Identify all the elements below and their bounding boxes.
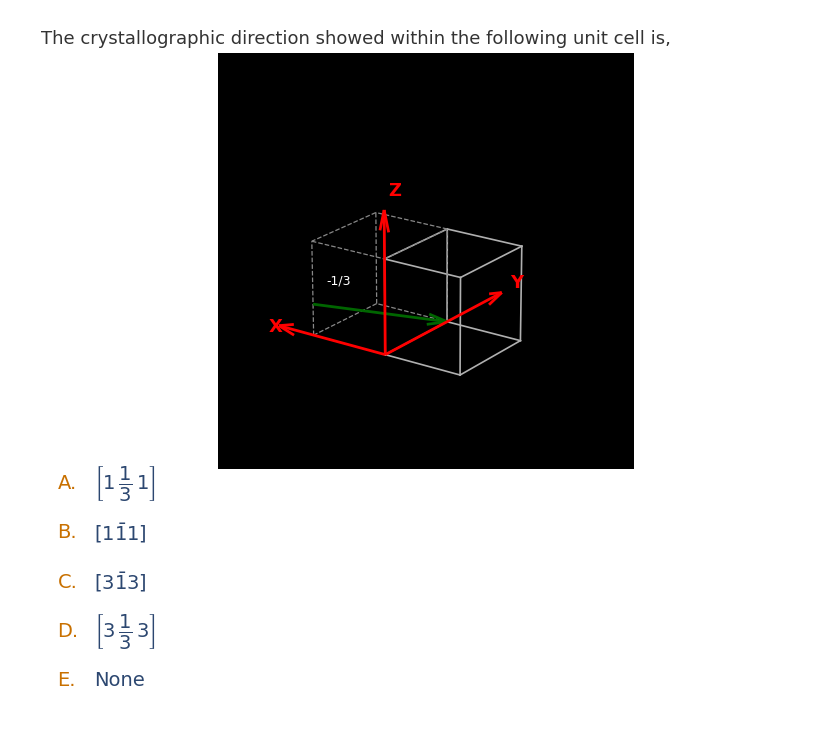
- Text: A.: A.: [57, 474, 76, 494]
- Text: $\left[3\,\dfrac{1}{3}\,3\right]$: $\left[3\,\dfrac{1}{3}\,3\right]$: [94, 612, 156, 651]
- Text: C.: C.: [57, 572, 77, 592]
- Text: D.: D.: [57, 621, 79, 641]
- Text: B.: B.: [57, 523, 77, 543]
- Text: $\left[3\bar{1}3\right]$: $\left[3\bar{1}3\right]$: [94, 570, 147, 594]
- Text: The crystallographic direction showed within the following unit cell is,: The crystallographic direction showed wi…: [41, 30, 670, 48]
- Text: $\left[1\bar{1}1\right]$: $\left[1\bar{1}1\right]$: [94, 521, 147, 545]
- Text: E.: E.: [57, 671, 76, 690]
- Text: $\left[1\,\dfrac{1}{3}\,1\right]$: $\left[1\,\dfrac{1}{3}\,1\right]$: [94, 464, 156, 503]
- Text: None: None: [94, 671, 145, 690]
